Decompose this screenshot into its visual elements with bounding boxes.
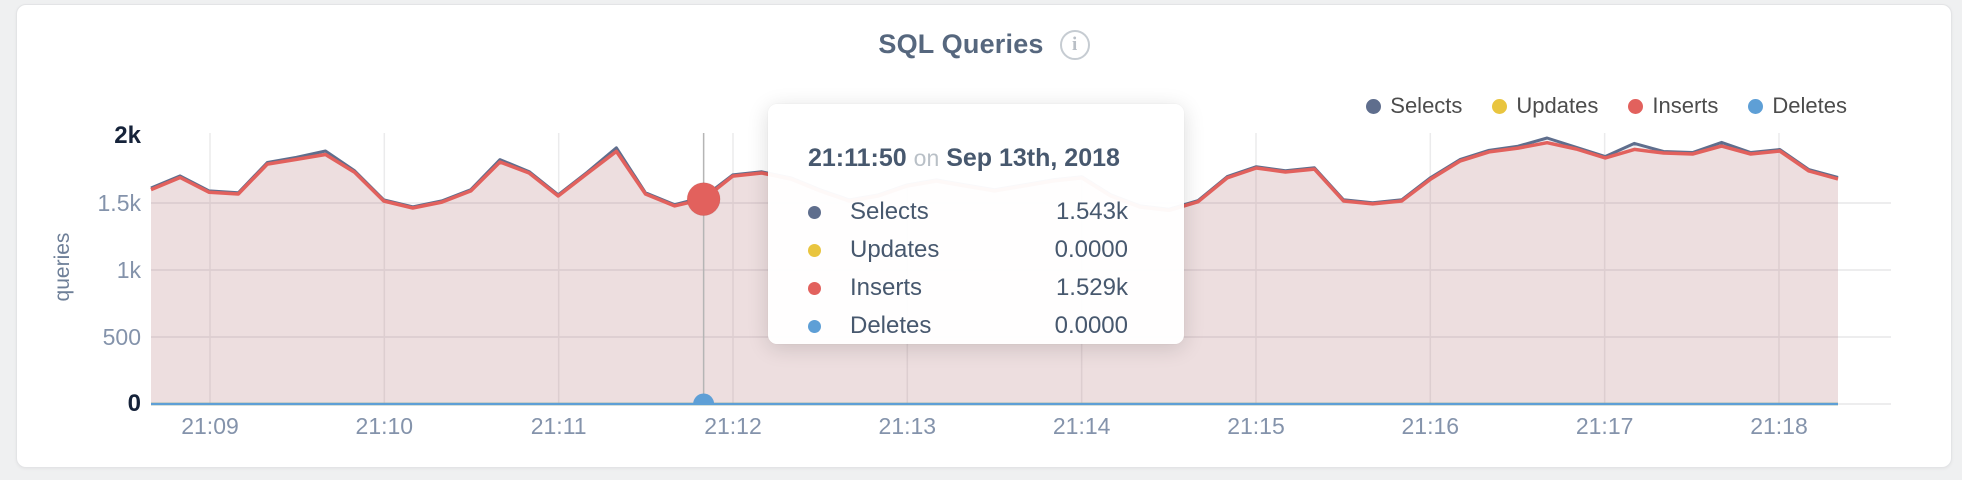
chart-tooltip: 21:11:50 on Sep 13th, 2018 Selects 1.543k… <box>768 104 1184 344</box>
legend-label: Inserts <box>1652 93 1719 118</box>
legend-label: Updates <box>1516 93 1599 118</box>
x-tick-label: 21:11 <box>530 413 587 439</box>
legend-item-deletes[interactable]: Deletes <box>1748 93 1847 119</box>
x-tick-label: 21:12 <box>704 413 762 439</box>
legend-dot-inserts <box>1628 98 1644 114</box>
legend-item-updates[interactable]: Updates <box>1492 93 1598 119</box>
tooltip-series-dot <box>808 205 821 219</box>
x-tick-label: 21:15 <box>1227 413 1285 439</box>
tooltip-row-selects: Selects 1.543k <box>808 193 1128 231</box>
tooltip-rows: Selects 1.543k Updates 0.0000 Inserts 1.529k D… <box>808 193 1128 345</box>
x-tick-label: 21:09 <box>181 413 239 439</box>
legend-dot-updates <box>1492 98 1508 114</box>
y-tick-label: 2k <box>114 122 141 149</box>
tooltip-series-value: 1.543k <box>1055 198 1128 225</box>
chart-card: SQL Queries i Selects Updates Inserts Delet… <box>16 4 1952 468</box>
tooltip-series-label: Updates <box>850 236 940 263</box>
legend-item-inserts[interactable]: Inserts <box>1628 93 1718 119</box>
tooltip-time: 21:11:50 <box>808 144 907 172</box>
info-icon[interactable]: i <box>1059 29 1090 60</box>
tooltip-series-dot <box>808 243 821 257</box>
tooltip-row-inserts: Inserts 1.529k <box>808 269 1128 307</box>
inserts-highlight-dot <box>686 182 721 217</box>
tooltip-date: Sep 13th, 2018 <box>946 144 1120 172</box>
y-tick-label: 1k <box>116 257 141 283</box>
tooltip-conjunction: on <box>913 145 940 171</box>
tooltip-series-dot <box>808 281 821 295</box>
x-tick-label: 21:14 <box>1052 413 1111 439</box>
x-tick-label: 21:16 <box>1401 413 1460 439</box>
tooltip-series-label: Deletes <box>850 312 932 339</box>
tooltip-series-dot <box>808 319 821 333</box>
y-tick-label: 0 <box>127 390 141 417</box>
tooltip-series-value: 0.0000 <box>1054 312 1128 339</box>
x-tick-label: 21:18 <box>1750 413 1808 439</box>
tooltip-row-updates: Updates 0.0000 <box>808 231 1128 269</box>
y-tick-label: 500 <box>102 324 141 350</box>
legend-dot-selects <box>1366 98 1382 114</box>
tooltip-series-label: Inserts <box>850 274 923 301</box>
tooltip-series-value: 0.0000 <box>1054 236 1128 263</box>
x-tick-label: 21:17 <box>1575 413 1634 439</box>
y-tick-label: 1.5k <box>97 190 141 216</box>
x-tick-label: 21:10 <box>355 413 414 439</box>
legend-label: Selects <box>1390 93 1463 118</box>
legend-item-selects[interactable]: Selects <box>1366 93 1462 119</box>
tooltip-series-label: Selects <box>850 198 929 225</box>
chart-title: SQL Queries <box>878 29 1044 59</box>
deletes-highlight-dot <box>693 393 715 404</box>
tooltip-header: 21:11:50 on Sep 13th, 2018 <box>808 144 1128 173</box>
tooltip-row-deletes: Deletes 0.0000 <box>808 307 1128 345</box>
chart-header: SQL Queries i <box>17 29 1951 60</box>
tooltip-series-value: 1.529k <box>1055 274 1128 301</box>
legend-dot-deletes <box>1748 98 1764 114</box>
legend-label: Deletes <box>1772 93 1847 118</box>
legend: Selects Updates Inserts Deletes <box>1366 93 1847 119</box>
x-tick-label: 21:13 <box>878 413 937 439</box>
